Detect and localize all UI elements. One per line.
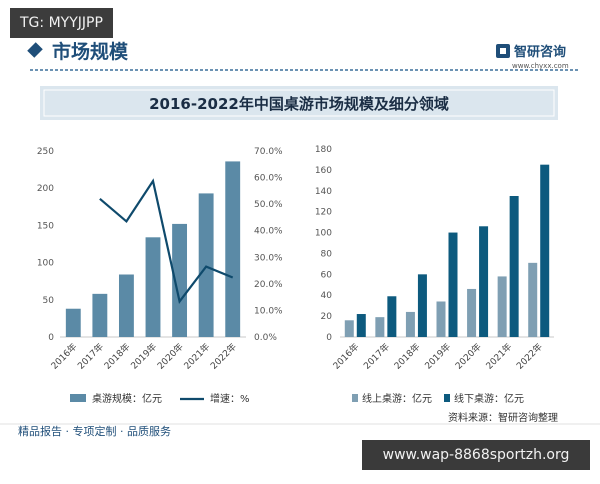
bar-market-size — [92, 293, 108, 337]
source-note: 资料来源：智研咨询整理 — [448, 411, 558, 424]
brand-logo: 智研咨询 www.chyxx.com — [496, 44, 569, 70]
legend-swatch-offline — [444, 394, 450, 402]
left-y-tick-label: 200 — [37, 184, 54, 194]
section-header: 市场规模 — [27, 40, 580, 71]
bar-online — [497, 276, 507, 337]
left-y2-tick-label: 40.0% — [254, 227, 283, 237]
left-y2-tick-label: 70.0% — [254, 147, 283, 157]
bar-online — [405, 311, 415, 337]
right-y-tick-label: 140 — [315, 187, 332, 197]
left-y-tick-label: 100 — [37, 259, 54, 269]
bar-market-size — [65, 308, 81, 337]
bar-market-size — [145, 237, 161, 337]
brand-icon-inner — [500, 48, 506, 54]
left-y2-tick-label: 10.0% — [254, 306, 283, 316]
left-y-tick-label: 250 — [37, 147, 54, 157]
diamond-icon — [27, 42, 43, 58]
section-title: 市场规模 — [52, 40, 129, 63]
title-banner — [40, 86, 558, 120]
bar-online — [467, 288, 477, 337]
bar-offline — [448, 232, 458, 337]
bar-market-size — [225, 161, 241, 337]
right-y-tick-label: 100 — [315, 229, 332, 239]
legend-label-offline: 线下桌游：亿元 — [454, 392, 524, 405]
bar-online — [375, 317, 385, 337]
left-y2-tick-label: 50.0% — [254, 200, 283, 210]
bar-market-size — [172, 223, 188, 337]
title-banner-border — [43, 89, 555, 117]
left-y-tick-label: 50 — [43, 296, 55, 306]
bar-offline — [540, 164, 550, 337]
right-y-tick-label: 120 — [315, 208, 332, 218]
bar-offline — [387, 296, 397, 337]
right-y-tick-label: 80 — [321, 249, 333, 259]
bar-offline — [509, 196, 519, 337]
legend-label-line: 增速：% — [210, 392, 250, 405]
bar-market-size — [198, 193, 214, 337]
brand-name: 智研咨询 — [514, 44, 566, 60]
legend-label-online: 线上桌游：亿元 — [362, 392, 432, 405]
bar-offline — [417, 274, 427, 337]
bar-offline — [356, 314, 366, 337]
legend-swatch-bar — [70, 394, 86, 402]
chart-title: 2016-2022年中国桌游市场规模及细分领域 — [149, 95, 449, 113]
right-y-tick-label: 160 — [315, 166, 332, 176]
left-y2-tick-label: 60.0% — [254, 174, 283, 184]
legend-label-bar: 桌游规模：亿元 — [92, 392, 162, 405]
bottom-tag: www.wap-8868sportzh.org — [362, 440, 590, 470]
left-y2-tick-label: 20.0% — [254, 280, 283, 290]
right-y-tick-label: 180 — [315, 145, 332, 155]
right-y-tick-label: 20 — [321, 312, 333, 322]
top-tag: TG: MYYJJPP — [10, 8, 113, 38]
bar-offline — [479, 226, 489, 337]
legend-swatch-online — [352, 394, 358, 402]
brand-url: www.chyxx.com — [512, 62, 569, 70]
bar-online — [436, 301, 446, 337]
growth-rate-line — [99, 178, 234, 304]
left-y-tick-label: 0 — [48, 333, 54, 343]
right-y-tick-label: 60 — [321, 270, 333, 280]
left-y2-tick-label: 0.0% — [254, 333, 277, 343]
left-y2-tick-label: 30.0% — [254, 253, 283, 263]
bar-online — [528, 262, 538, 337]
right-y-tick-label: 0 — [326, 333, 332, 343]
bar-market-size — [118, 274, 134, 337]
left-y-tick-label: 150 — [37, 221, 54, 231]
footer-text: 精品报告 · 专项定制 · 品质服务 — [18, 424, 171, 438]
right-y-tick-label: 40 — [321, 291, 333, 301]
bar-online — [344, 320, 354, 337]
